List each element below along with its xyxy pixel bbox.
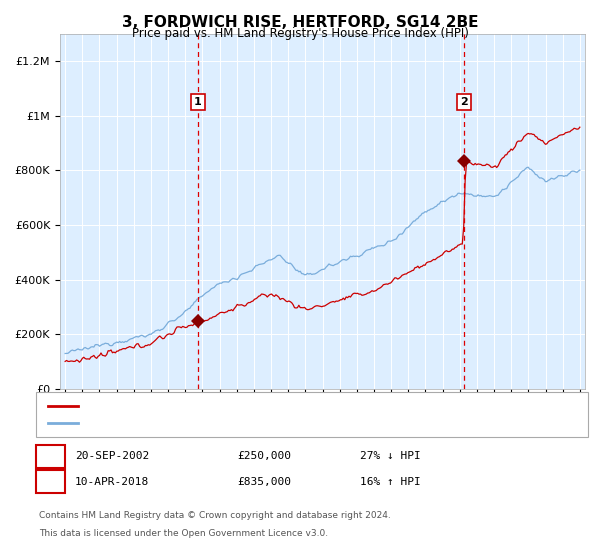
Text: 2: 2 xyxy=(461,97,468,107)
Text: 3, FORDWICH RISE, HERTFORD, SG14 2BE: 3, FORDWICH RISE, HERTFORD, SG14 2BE xyxy=(122,15,478,30)
Text: 1: 1 xyxy=(194,97,202,107)
Text: Contains HM Land Registry data © Crown copyright and database right 2024.: Contains HM Land Registry data © Crown c… xyxy=(39,511,391,520)
Text: 2: 2 xyxy=(47,477,54,487)
Text: 3, FORDWICH RISE, HERTFORD, SG14 2BE (detached house): 3, FORDWICH RISE, HERTFORD, SG14 2BE (de… xyxy=(84,401,397,411)
Text: £250,000: £250,000 xyxy=(237,451,291,461)
Text: 27% ↓ HPI: 27% ↓ HPI xyxy=(360,451,421,461)
Text: 16% ↑ HPI: 16% ↑ HPI xyxy=(360,477,421,487)
Text: 10-APR-2018: 10-APR-2018 xyxy=(75,477,149,487)
Text: 1: 1 xyxy=(47,451,54,461)
Text: Price paid vs. HM Land Registry's House Price Index (HPI): Price paid vs. HM Land Registry's House … xyxy=(131,27,469,40)
Text: £835,000: £835,000 xyxy=(237,477,291,487)
Text: HPI: Average price, detached house, East Hertfordshire: HPI: Average price, detached house, East… xyxy=(84,418,372,428)
Text: 20-SEP-2002: 20-SEP-2002 xyxy=(75,451,149,461)
Text: This data is licensed under the Open Government Licence v3.0.: This data is licensed under the Open Gov… xyxy=(39,529,328,538)
